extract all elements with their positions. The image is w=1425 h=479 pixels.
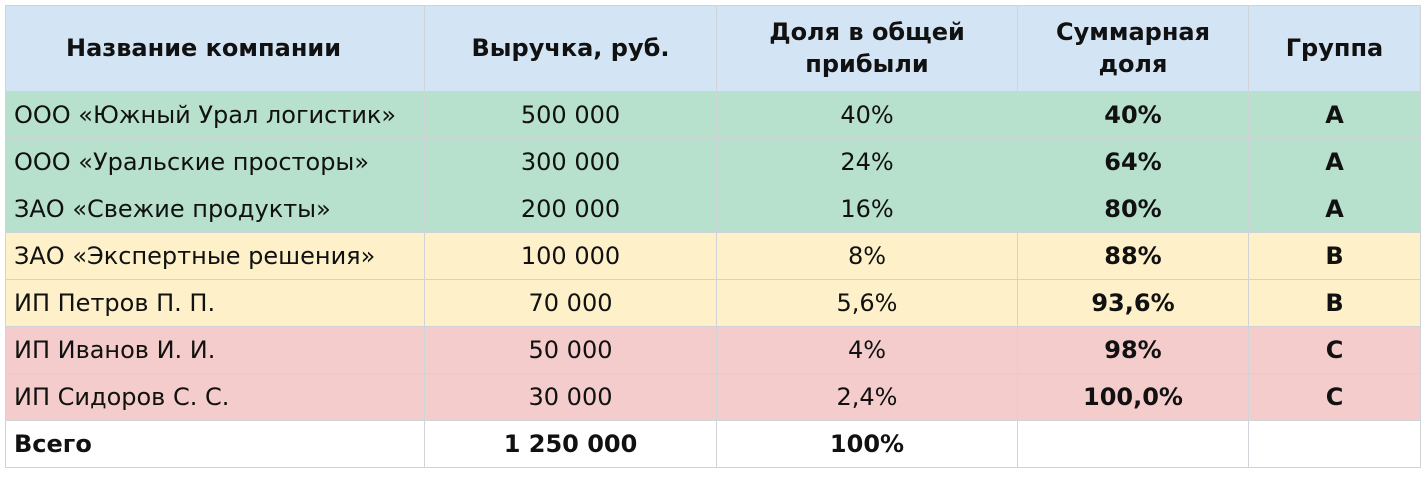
table-row: ООО «Южный Урал логистик» 500 000 40% 40% A (5, 91, 1421, 139)
table-cell: ООО «Южный Урал логистик» (5, 91, 425, 139)
table-cell: 98% (1017, 326, 1249, 374)
table-cell: ООО «Уральские просторы» (5, 138, 425, 186)
header-cell: Группа (1248, 5, 1421, 92)
table-cell: B (1248, 279, 1421, 327)
table-cell: ЗАО «Экспертные решения» (5, 232, 425, 280)
empty-cell (1248, 420, 1421, 468)
table-cell: 500 000 (424, 91, 717, 139)
table-row: ЗАО «Экспертные решения» 100 000 8% 88% B (5, 232, 1421, 280)
header-cell: Доля в общей прибыли (716, 5, 1018, 92)
table-cell: 200 000 (424, 185, 717, 233)
table-cell: A (1248, 138, 1421, 186)
table-cell: 88% (1017, 232, 1249, 280)
header-cell: Выручка, руб. (424, 5, 717, 92)
table-cell: 4% (716, 326, 1018, 374)
table-cell: A (1248, 91, 1421, 139)
table-cell: 5,6% (716, 279, 1018, 327)
header-row: Название компании Выручка, руб. Доля в общ… (5, 5, 1421, 92)
table-cell: 40% (1017, 91, 1249, 139)
table-body: ООО «Южный Урал логистик» 500 000 40% 40% A О… (5, 91, 1421, 468)
table-cell: 300 000 (424, 138, 717, 186)
table-cell: 16% (716, 185, 1018, 233)
table-cell: ИП Петров П. П. (5, 279, 425, 327)
table-row: ИП Петров П. П. 70 000 5,6% 93,6% B (5, 279, 1421, 327)
table-row: ИП Иванов И. И. 50 000 4% 98% C (5, 326, 1421, 374)
table-cell: 64% (1017, 138, 1249, 186)
table-cell: A (1248, 185, 1421, 233)
total-cell: Всего (5, 420, 425, 468)
table-cell: 50 000 (424, 326, 717, 374)
total-row: Всего 1 250 000 100% (5, 420, 1421, 468)
abc-table: Название компании Выручка, руб. Доля в общ… (5, 5, 1421, 468)
table-cell: 80% (1017, 185, 1249, 233)
table-cell: ИП Иванов И. И. (5, 326, 425, 374)
table-row: ИП Сидоров С. С. 30 000 2,4% 100,0% C (5, 373, 1421, 421)
table-cell: ЗАО «Свежие продукты» (5, 185, 425, 233)
table-cell: 100,0% (1017, 373, 1249, 421)
table-cell: 8% (716, 232, 1018, 280)
empty-cell (1017, 420, 1249, 468)
total-cell: 1 250 000 (424, 420, 717, 468)
table-cell: 93,6% (1017, 279, 1249, 327)
table-cell: 24% (716, 138, 1018, 186)
table-cell: 70 000 (424, 279, 717, 327)
table-cell: C (1248, 326, 1421, 374)
table-cell: 2,4% (716, 373, 1018, 421)
table-cell: ИП Сидоров С. С. (5, 373, 425, 421)
header-cell: Название компании (5, 5, 425, 92)
header-cell: Суммарная доля (1017, 5, 1249, 92)
table-cell: 30 000 (424, 373, 717, 421)
table-cell: B (1248, 232, 1421, 280)
table-cell: 40% (716, 91, 1018, 139)
table-cell: C (1248, 373, 1421, 421)
total-cell: 100% (716, 420, 1018, 468)
table-row: ООО «Уральские просторы» 300 000 24% 64% A (5, 138, 1421, 186)
table-row: ЗАО «Свежие продукты» 200 000 16% 80% A (5, 185, 1421, 233)
table-cell: 100 000 (424, 232, 717, 280)
